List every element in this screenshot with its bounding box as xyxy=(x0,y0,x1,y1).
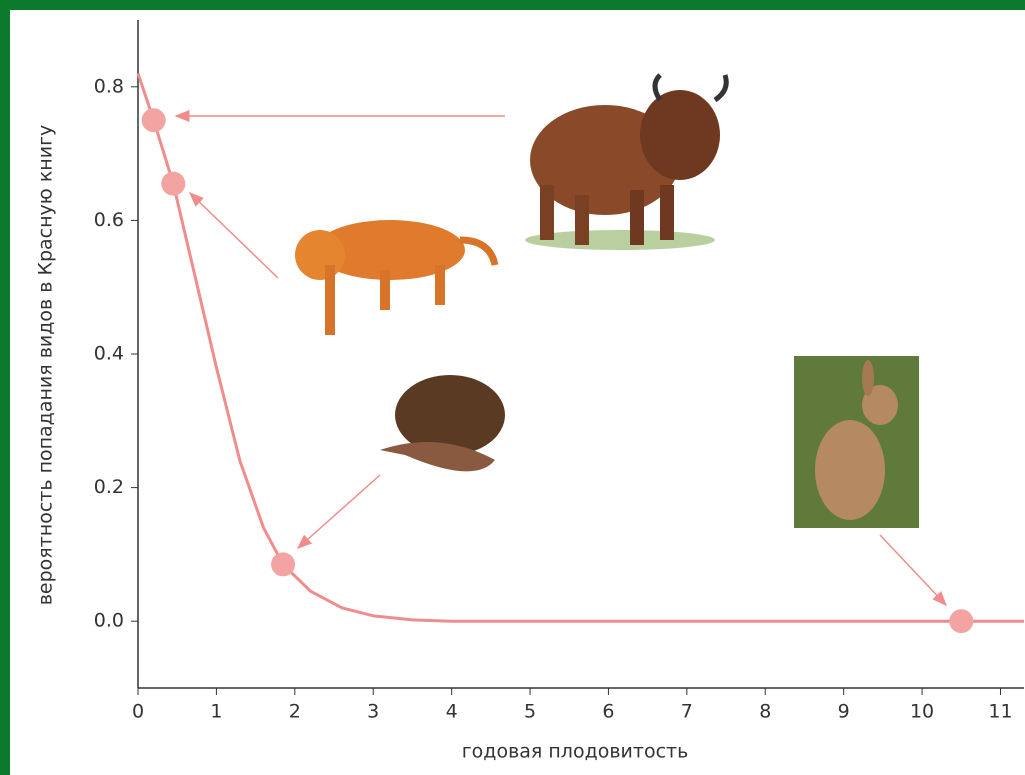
x-tick-label: 10 xyxy=(910,701,934,723)
x-tick-label: 6 xyxy=(602,701,614,723)
x-axis-label: годовая плодовитость xyxy=(462,741,689,763)
x-tick-label: 3 xyxy=(367,701,379,723)
y-tick-label: 0.0 xyxy=(94,610,124,632)
species-point xyxy=(949,609,973,633)
x-tick-label: 11 xyxy=(988,701,1012,723)
x-tick-label: 8 xyxy=(759,701,771,723)
x-tick-label: 9 xyxy=(838,701,850,723)
x-tick-label: 4 xyxy=(446,701,458,723)
y-tick-label: 0.2 xyxy=(94,476,124,498)
x-tick-label: 2 xyxy=(289,701,301,723)
y-tick-label: 0.4 xyxy=(94,343,124,365)
y-axis-label: вероятность попадания видов в Красную кн… xyxy=(35,125,57,606)
species-point xyxy=(161,172,185,196)
y-tick-label: 0.8 xyxy=(94,75,124,97)
x-tick-label: 0 xyxy=(132,701,144,723)
species-point xyxy=(142,108,166,132)
x-tick-label: 7 xyxy=(681,701,693,723)
y-tick-label: 0.6 xyxy=(94,209,124,231)
x-tick-label: 1 xyxy=(210,701,222,723)
page: годовая плодовитость вероятность попадан… xyxy=(0,0,1025,775)
species-point xyxy=(271,552,295,576)
x-tick-label: 5 xyxy=(524,701,536,723)
chart: годовая плодовитость вероятность попадан… xyxy=(0,0,1025,775)
rabbit-photo xyxy=(794,356,919,528)
